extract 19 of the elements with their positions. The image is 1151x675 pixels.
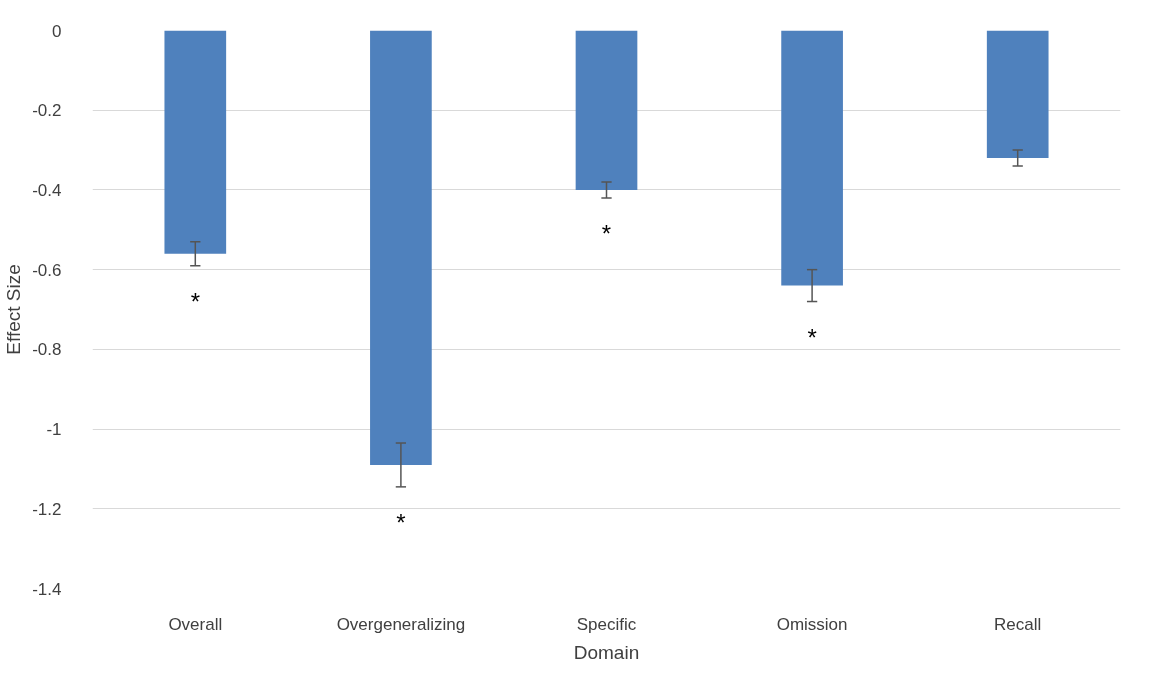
annotation: * xyxy=(601,219,612,247)
y-tick-label: -1.4 xyxy=(32,579,62,599)
y-tick-label: -1.2 xyxy=(32,499,62,519)
x-tick-label: Omission xyxy=(776,614,848,634)
annotation: * xyxy=(396,508,406,536)
x-tick-label: Overall xyxy=(168,614,223,634)
y-tick-label: -1 xyxy=(46,420,62,440)
x-axis-title: Domain xyxy=(573,641,640,663)
x-tick-label: Overgeneralizing xyxy=(336,614,466,634)
annotation: * xyxy=(190,287,200,315)
x-tick-label: Recall xyxy=(994,614,1042,634)
y-tick-label: -0.8 xyxy=(32,340,62,360)
annotation: * xyxy=(807,323,817,351)
y-tick-label: -0.2 xyxy=(32,101,62,121)
y-axis-title: Effect Size xyxy=(3,264,25,355)
y-tick-label: -0.4 xyxy=(32,180,62,200)
y-tick-label: 0 xyxy=(52,21,62,41)
y-tick-label: -0.6 xyxy=(32,260,62,280)
x-tick-label: Specific xyxy=(576,614,637,634)
